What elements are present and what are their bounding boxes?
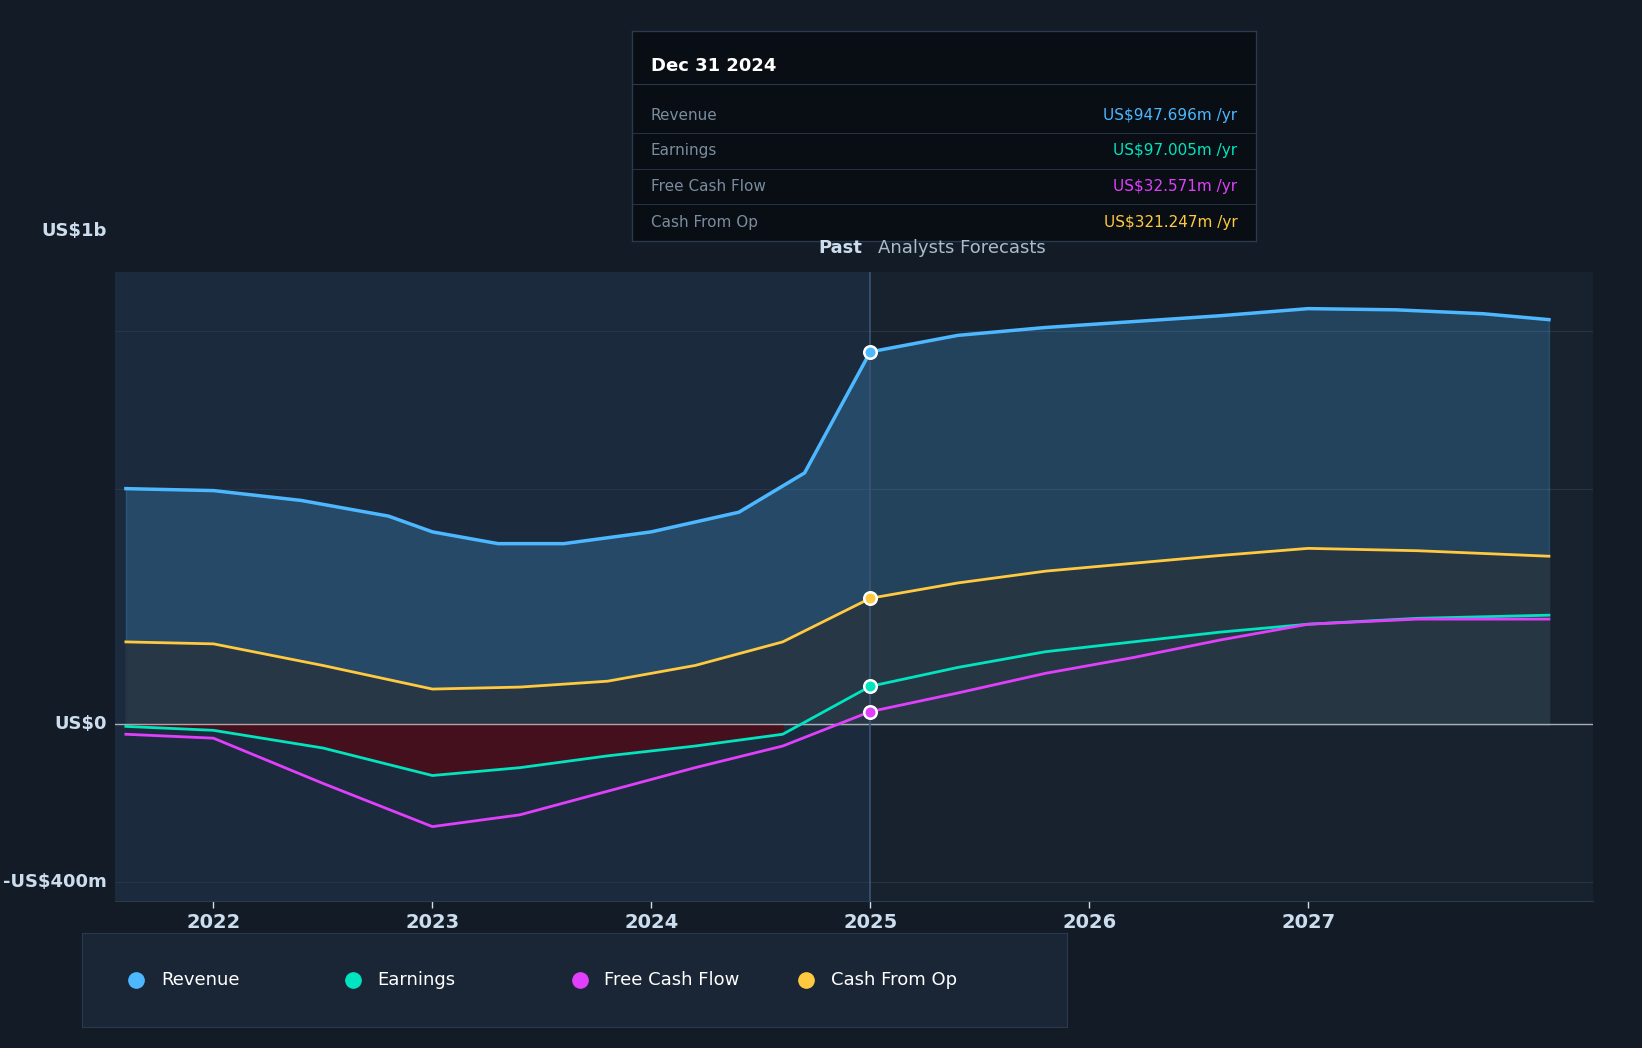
Text: Free Cash Flow: Free Cash Flow (650, 179, 765, 194)
Text: US$97.005m /yr: US$97.005m /yr (1113, 144, 1238, 158)
Text: Cash From Op: Cash From Op (650, 215, 759, 230)
Text: US$947.696m /yr: US$947.696m /yr (1103, 108, 1238, 123)
Bar (870, 272, 1593, 901)
Text: Past: Past (818, 239, 862, 257)
Text: Free Cash Flow: Free Cash Flow (604, 970, 739, 989)
Text: Revenue: Revenue (650, 108, 718, 123)
Text: Dec 31 2024: Dec 31 2024 (650, 57, 777, 74)
Text: Analysts Forecasts: Analysts Forecasts (878, 239, 1046, 257)
Text: Earnings: Earnings (650, 144, 718, 158)
Text: -US$400m: -US$400m (3, 873, 107, 891)
Bar (115, 272, 870, 901)
Text: Revenue: Revenue (161, 970, 240, 989)
Text: US$32.571m /yr: US$32.571m /yr (1113, 179, 1238, 194)
Text: US$321.247m /yr: US$321.247m /yr (1103, 215, 1238, 230)
Text: Earnings: Earnings (378, 970, 456, 989)
Text: Cash From Op: Cash From Op (831, 970, 957, 989)
Text: US$1b: US$1b (41, 221, 107, 240)
Text: US$0: US$0 (54, 716, 107, 734)
